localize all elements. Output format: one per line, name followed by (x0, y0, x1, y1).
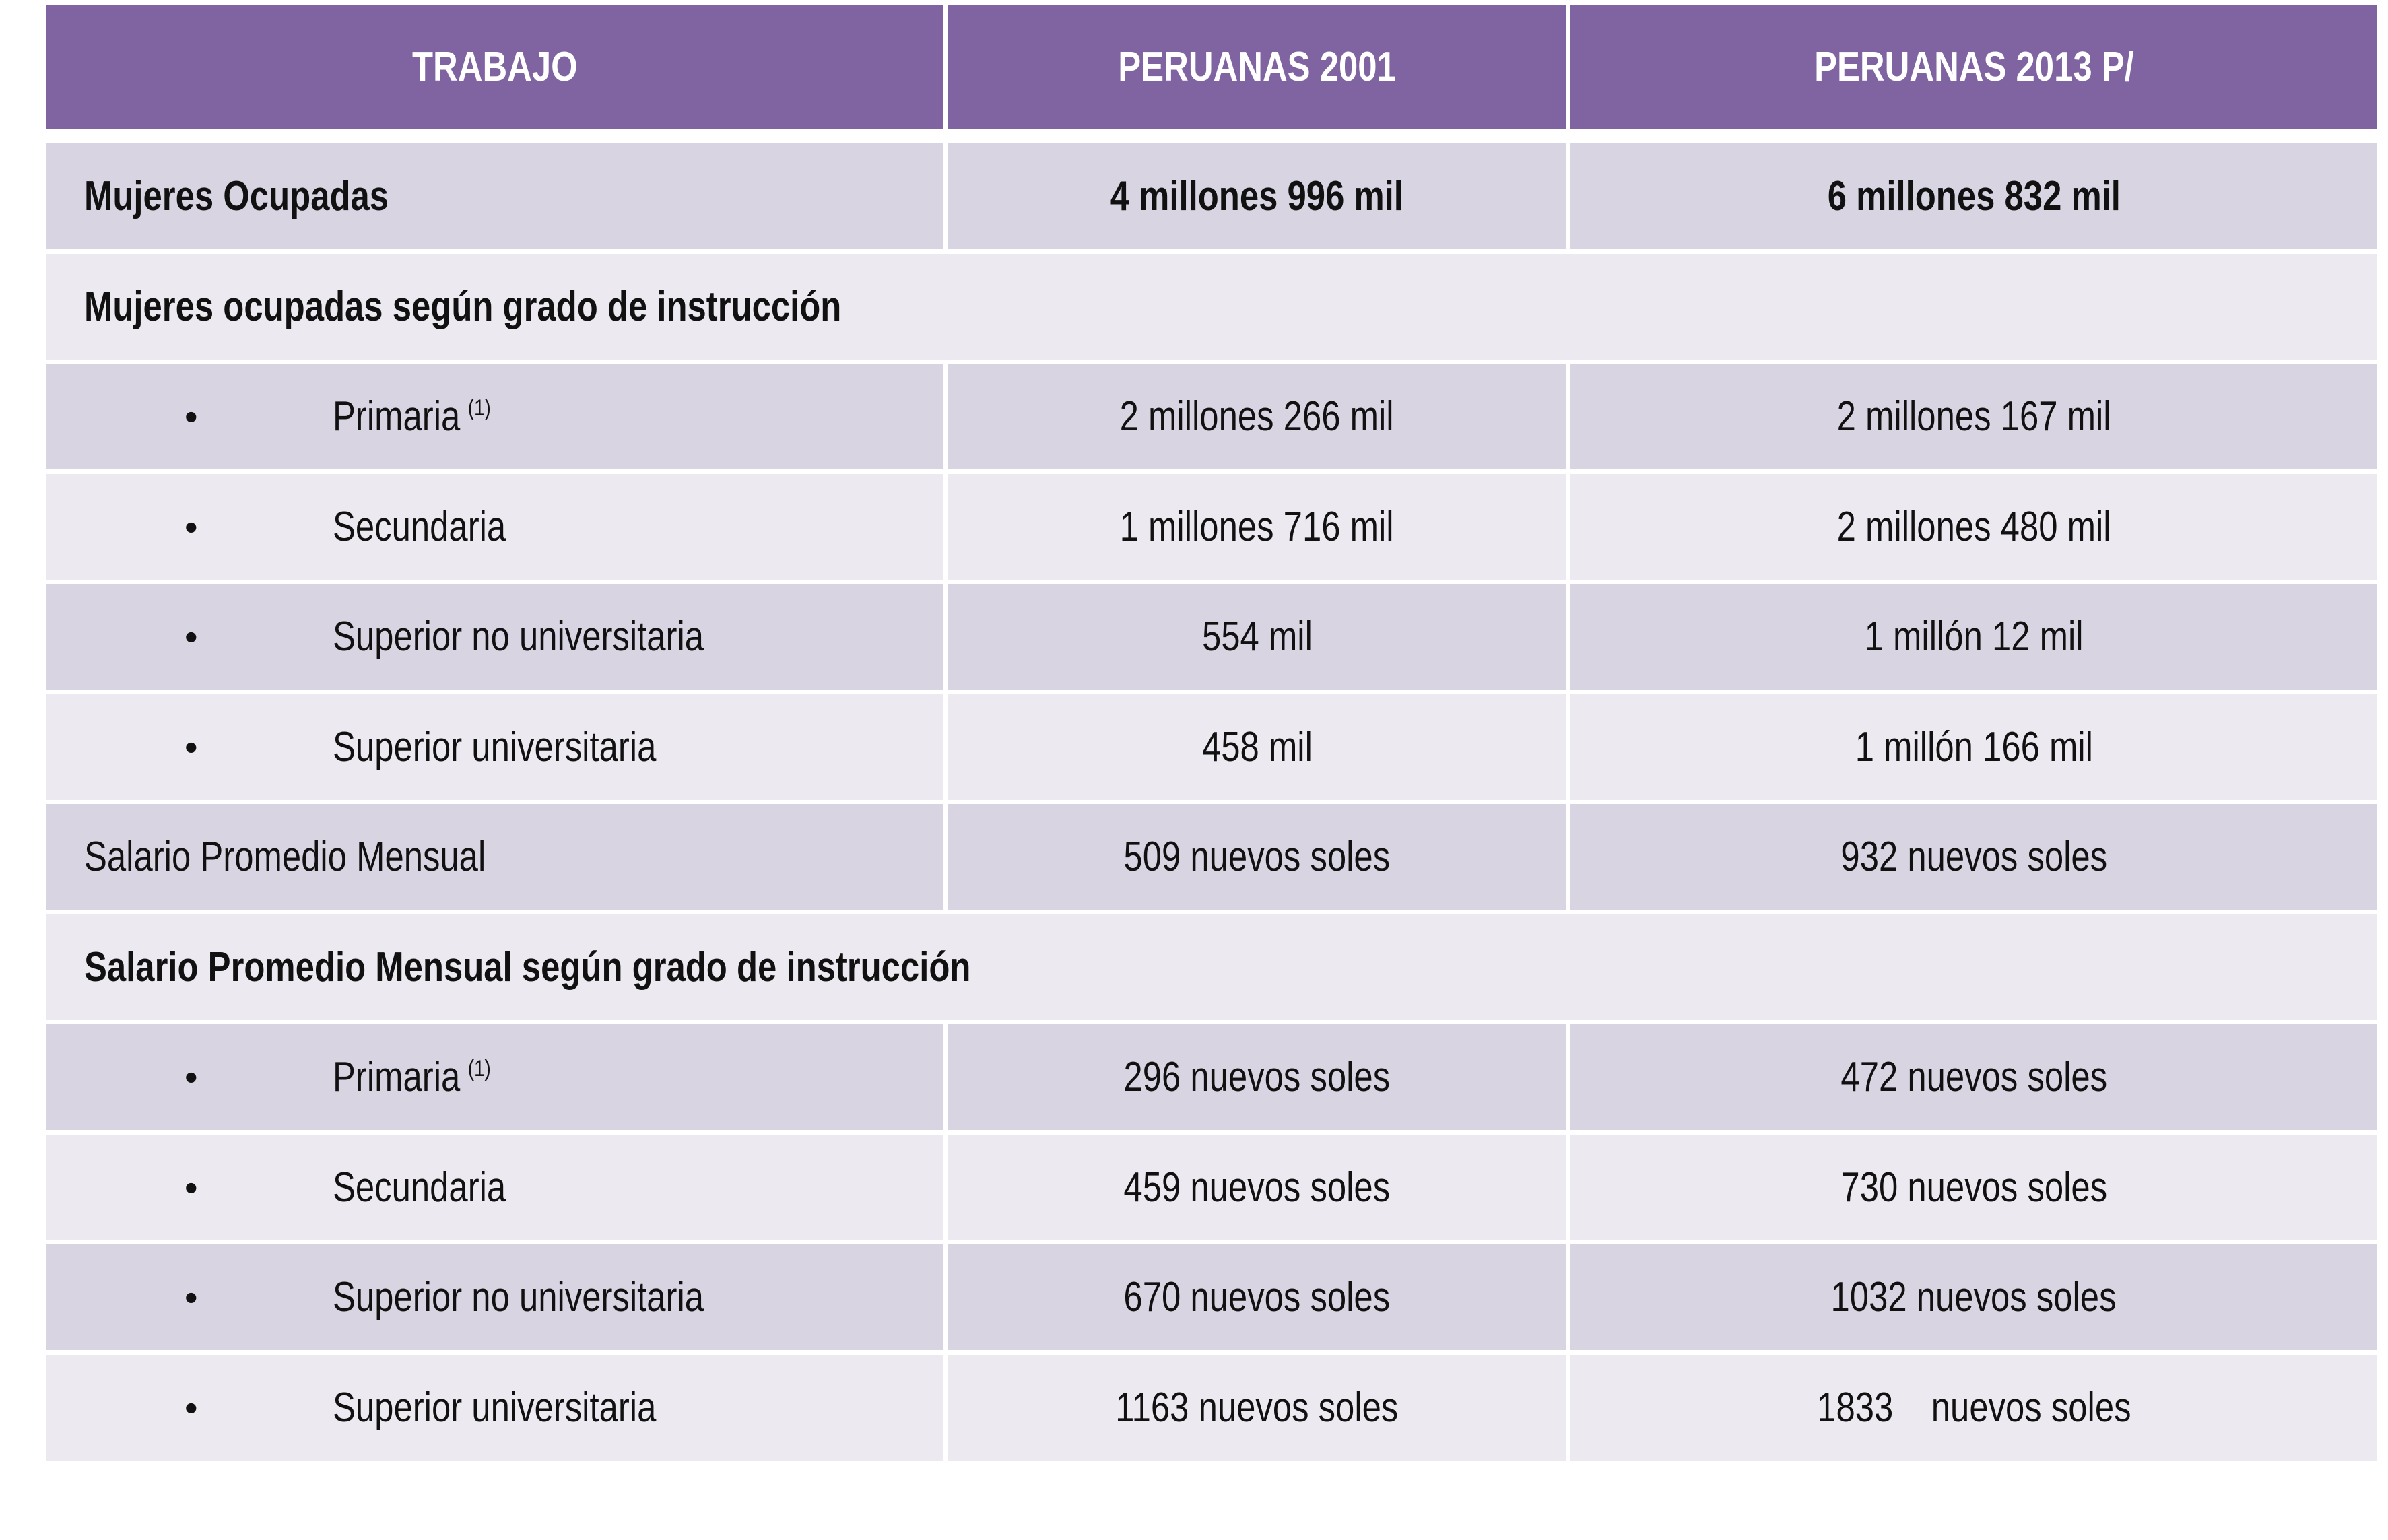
value-text: 730 nuevos soles (1840, 1164, 2107, 1211)
bullet: • (185, 615, 198, 658)
bullet: • (185, 395, 198, 438)
value-cell: 2 millones 167 mil (1570, 364, 2377, 469)
value-text: 459 nuevos soles (1123, 1164, 1391, 1211)
row-label-cell: • Superior universitaria (46, 694, 943, 800)
row-label-cell: • Secundaria (46, 1134, 943, 1240)
row-label-cell: • Superior no universitaria (46, 1244, 943, 1350)
value-text: 2 millones 266 mil (1120, 393, 1394, 440)
value-text: 472 nuevos soles (1840, 1054, 2107, 1100)
value-text: 554 mil (1201, 613, 1313, 660)
value-cell: 730 nuevos soles (1570, 1134, 2377, 1240)
header-text: PERUANAS 2001 (1118, 43, 1396, 90)
row-label: Salario Promedio Mensual (84, 834, 486, 880)
row-label-cell: • Primaria (1) (46, 1024, 943, 1130)
value-cell: 932 nuevos soles (1570, 804, 2377, 910)
value-cell: 2 millones 266 mil (948, 364, 1566, 469)
value-cell: 6 millones 832 mil (1570, 143, 2377, 249)
row-label-cell: Mujeres ocupadas según grado de instrucc… (46, 253, 2377, 360)
row-label-cell: Mujeres Ocupadas (46, 143, 943, 249)
header-cell: PERUANAS 2013 P/ (1570, 5, 2377, 129)
value-cell: 296 nuevos soles (948, 1024, 1566, 1130)
row-label: Secundaria (333, 1164, 506, 1211)
value-cell: 1 millón 12 mil (1570, 584, 2377, 690)
value-cell: 1 millón 166 mil (1570, 694, 2377, 800)
header-cell: PERUANAS 2001 (948, 5, 1566, 129)
row-label: Superior universitaria (333, 1384, 657, 1431)
value-cell: 2 millones 480 mil (1570, 473, 2377, 580)
value-text: 670 nuevos soles (1123, 1274, 1391, 1320)
header-text: TRABAJO (411, 43, 578, 90)
value-cell: 472 nuevos soles (1570, 1024, 2377, 1130)
row-label-cell: • Secundaria (46, 473, 943, 580)
footnote-mark: (1) (467, 395, 491, 422)
row-label-cell: Salario Promedio Mensual según grado de … (46, 914, 2377, 1020)
bullet: • (185, 725, 198, 768)
value-text: 458 mil (1201, 723, 1313, 770)
value-cell: 1032 nuevos soles (1570, 1244, 2377, 1350)
row-label: Superior no universitaria (333, 613, 704, 660)
value-text: 1833 nuevos soles (1816, 1384, 2131, 1431)
row-label: Secundaria (333, 503, 506, 550)
row-label: Mujeres Ocupadas (84, 173, 389, 220)
bullet: • (185, 505, 198, 548)
value-text: 4 millones 996 mil (1110, 173, 1404, 220)
row-label-cell: • Primaria (1) (46, 364, 943, 469)
row-label-cell: • Superior no universitaria (46, 584, 943, 690)
value-text: 6 millones 832 mil (1827, 173, 2121, 220)
value-text: 1 millón 166 mil (1855, 723, 2093, 770)
row-label-cell: Salario Promedio Mensual (46, 804, 943, 910)
bullet: • (185, 1056, 198, 1098)
value-cell: 670 nuevos soles (948, 1244, 1566, 1350)
value-text: 509 nuevos soles (1123, 834, 1391, 880)
row-label: Primaria (1) (333, 393, 491, 440)
bullet: • (185, 1276, 198, 1318)
row-label: Primaria (1) (333, 1054, 491, 1100)
row-label: Salario Promedio Mensual según grado de … (84, 943, 971, 991)
value-cell: 1 millones 716 mil (948, 473, 1566, 580)
row-label: Mujeres ocupadas según grado de instrucc… (84, 283, 842, 330)
value-cell: 458 mil (948, 694, 1566, 800)
row-label-cell: • Superior universitaria (46, 1354, 943, 1461)
header-cell: TRABAJO (46, 5, 943, 129)
value-text: 296 nuevos soles (1123, 1054, 1391, 1100)
value-cell: 1163 nuevos soles (948, 1354, 1566, 1461)
value-text: 1 millones 716 mil (1120, 503, 1394, 550)
value-text: 2 millones 480 mil (1836, 503, 2111, 550)
footnote-mark: (1) (467, 1056, 491, 1082)
value-text: 1163 nuevos soles (1115, 1384, 1399, 1431)
bullet: • (185, 1166, 198, 1209)
value-text: 932 nuevos soles (1840, 834, 2107, 880)
bullet: • (185, 1386, 198, 1429)
value-cell: 509 nuevos soles (948, 804, 1566, 910)
value-text: 1032 nuevos soles (1831, 1274, 2117, 1320)
value-cell: 4 millones 996 mil (948, 143, 1566, 249)
value-cell: 554 mil (948, 584, 1566, 690)
value-cell: 1833 nuevos soles (1570, 1354, 2377, 1461)
header-text: PERUANAS 2013 P/ (1814, 43, 2134, 90)
value-text: 2 millones 167 mil (1836, 393, 2111, 440)
row-label: Superior universitaria (333, 723, 657, 770)
value-cell: 459 nuevos soles (948, 1134, 1566, 1240)
value-text: 1 millón 12 mil (1864, 613, 2084, 660)
row-label: Superior no universitaria (333, 1274, 704, 1320)
